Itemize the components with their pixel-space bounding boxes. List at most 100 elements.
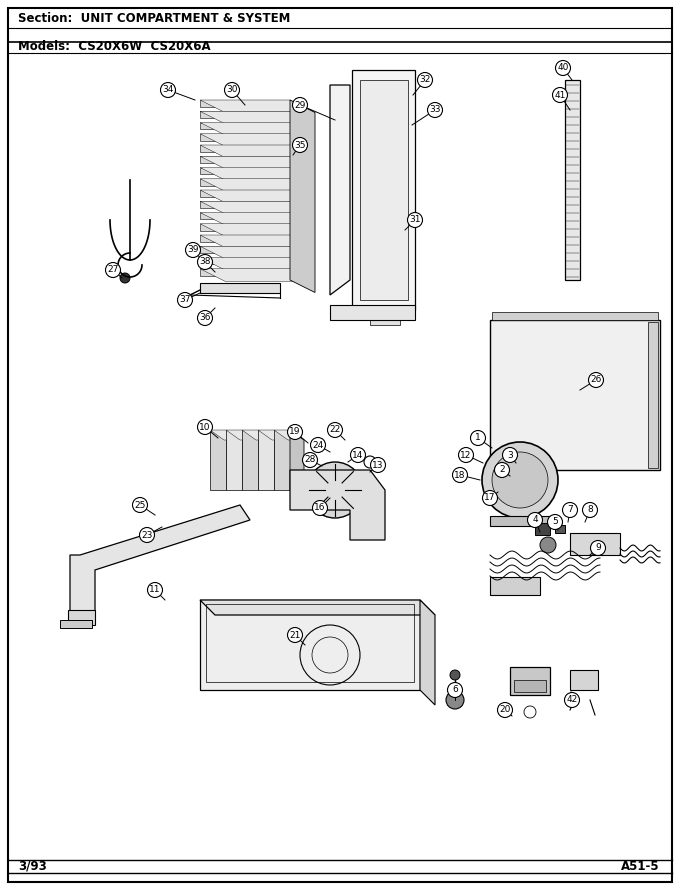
Text: 37: 37	[180, 295, 191, 304]
Text: 1: 1	[475, 433, 481, 442]
Polygon shape	[200, 157, 290, 163]
Text: 7: 7	[567, 506, 573, 514]
Bar	[565, 80, 580, 280]
Circle shape	[197, 311, 213, 326]
Bar	[570, 533, 620, 555]
Polygon shape	[200, 167, 315, 180]
Circle shape	[564, 692, 579, 708]
Text: 18: 18	[454, 471, 466, 480]
Circle shape	[325, 480, 345, 500]
Circle shape	[471, 431, 486, 446]
Text: 3: 3	[507, 450, 513, 459]
Circle shape	[186, 242, 201, 257]
Text: Models:  CS20X6W  CS20X6A: Models: CS20X6W CS20X6A	[18, 41, 211, 53]
Text: 24: 24	[312, 441, 324, 449]
Circle shape	[350, 448, 365, 463]
Bar	[490, 577, 540, 595]
Polygon shape	[200, 123, 290, 129]
Text: 11: 11	[149, 586, 160, 595]
Text: 31: 31	[409, 215, 421, 224]
Polygon shape	[242, 430, 272, 440]
Polygon shape	[274, 430, 304, 440]
Polygon shape	[68, 610, 95, 625]
Circle shape	[177, 293, 192, 308]
Polygon shape	[226, 430, 242, 490]
Circle shape	[590, 540, 605, 555]
Text: A51-5: A51-5	[622, 860, 660, 872]
Polygon shape	[200, 600, 435, 615]
Circle shape	[540, 537, 556, 553]
Circle shape	[452, 467, 467, 482]
Polygon shape	[200, 145, 290, 152]
Bar	[60, 620, 92, 628]
Circle shape	[197, 255, 213, 270]
Circle shape	[407, 213, 422, 228]
Text: 32: 32	[420, 76, 430, 85]
Circle shape	[328, 423, 343, 438]
Circle shape	[446, 691, 464, 709]
Polygon shape	[200, 235, 315, 247]
Bar	[490, 516, 550, 526]
Polygon shape	[200, 190, 290, 197]
Circle shape	[311, 438, 326, 452]
Circle shape	[288, 425, 303, 440]
Circle shape	[197, 419, 213, 434]
Circle shape	[583, 503, 598, 517]
Polygon shape	[200, 269, 315, 281]
Text: 14: 14	[352, 450, 364, 459]
Bar	[535, 523, 550, 535]
Polygon shape	[330, 85, 350, 295]
Polygon shape	[200, 223, 315, 236]
Circle shape	[120, 273, 130, 283]
Circle shape	[133, 498, 148, 513]
Bar	[510, 667, 550, 695]
Polygon shape	[258, 430, 288, 440]
Polygon shape	[200, 167, 290, 174]
Circle shape	[292, 98, 307, 112]
Text: 28: 28	[305, 456, 316, 465]
Bar	[492, 312, 658, 320]
Text: 41: 41	[554, 91, 566, 100]
Circle shape	[503, 448, 517, 463]
Circle shape	[492, 452, 548, 508]
Polygon shape	[200, 247, 290, 253]
Polygon shape	[200, 179, 290, 185]
Polygon shape	[200, 100, 290, 107]
Text: 21: 21	[289, 630, 301, 640]
Text: 20: 20	[499, 706, 511, 715]
Polygon shape	[200, 100, 315, 112]
Circle shape	[148, 582, 163, 597]
Circle shape	[483, 490, 498, 506]
Polygon shape	[210, 430, 226, 490]
Text: 19: 19	[289, 427, 301, 436]
Polygon shape	[200, 201, 290, 208]
Circle shape	[450, 670, 460, 680]
Polygon shape	[330, 305, 415, 320]
Polygon shape	[200, 213, 315, 225]
Polygon shape	[200, 247, 315, 259]
Text: 9: 9	[595, 544, 601, 553]
Text: 38: 38	[199, 257, 211, 266]
Text: 29: 29	[294, 101, 306, 109]
Polygon shape	[200, 190, 315, 203]
Circle shape	[288, 627, 303, 643]
Polygon shape	[242, 430, 258, 490]
Text: 27: 27	[107, 265, 119, 274]
Text: 8: 8	[587, 506, 593, 514]
Polygon shape	[258, 430, 274, 490]
Text: 23: 23	[141, 530, 153, 539]
Circle shape	[307, 462, 363, 518]
Text: 34: 34	[163, 85, 173, 94]
Polygon shape	[210, 430, 240, 440]
Text: 33: 33	[429, 106, 441, 115]
Polygon shape	[200, 111, 315, 124]
Text: 30: 30	[226, 85, 238, 94]
Circle shape	[588, 373, 603, 387]
Polygon shape	[290, 100, 315, 293]
Polygon shape	[200, 201, 315, 214]
Bar	[206, 604, 414, 682]
Text: 35: 35	[294, 141, 306, 150]
Text: 5: 5	[552, 517, 558, 527]
Polygon shape	[274, 430, 290, 490]
Circle shape	[139, 528, 154, 543]
